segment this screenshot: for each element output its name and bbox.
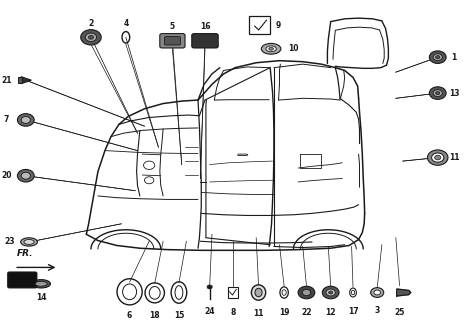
Text: 21: 21 (1, 76, 11, 85)
Ellipse shape (32, 280, 50, 288)
Circle shape (85, 33, 97, 42)
Circle shape (326, 289, 335, 296)
Text: FR.: FR. (16, 249, 33, 258)
Ellipse shape (35, 281, 47, 286)
Circle shape (81, 30, 101, 45)
Circle shape (207, 285, 212, 289)
Ellipse shape (252, 285, 266, 300)
Text: 10: 10 (288, 44, 299, 53)
Circle shape (371, 288, 384, 297)
Text: 5: 5 (170, 22, 175, 31)
Text: 4: 4 (123, 19, 129, 28)
Text: 24: 24 (204, 307, 215, 316)
Circle shape (302, 289, 311, 296)
Circle shape (433, 90, 442, 97)
Text: 23: 23 (4, 237, 15, 246)
Bar (250, 16, 270, 34)
Circle shape (21, 172, 31, 179)
Circle shape (374, 290, 381, 295)
Text: 20: 20 (1, 171, 11, 180)
Ellipse shape (24, 239, 34, 244)
Text: 9: 9 (276, 20, 281, 29)
Ellipse shape (261, 44, 281, 54)
Circle shape (21, 116, 31, 124)
Text: 14: 14 (36, 292, 47, 301)
Circle shape (298, 286, 315, 299)
Text: 6: 6 (127, 311, 132, 320)
Bar (228, 287, 238, 298)
Text: 25: 25 (394, 308, 405, 317)
Text: 16: 16 (200, 22, 210, 31)
Circle shape (433, 54, 442, 60)
FancyBboxPatch shape (164, 36, 180, 45)
FancyBboxPatch shape (160, 34, 185, 48)
Circle shape (436, 56, 440, 59)
Text: 19: 19 (279, 308, 289, 316)
Circle shape (436, 92, 440, 95)
Circle shape (322, 286, 339, 299)
Ellipse shape (266, 46, 276, 52)
Ellipse shape (255, 288, 262, 297)
Bar (18, 77, 22, 83)
Text: 11: 11 (253, 309, 264, 318)
Text: 11: 11 (449, 153, 459, 162)
Text: 7: 7 (4, 116, 9, 124)
Circle shape (435, 155, 441, 160)
FancyBboxPatch shape (192, 34, 218, 48)
Polygon shape (21, 77, 32, 84)
Text: 13: 13 (449, 89, 459, 98)
Text: 17: 17 (348, 307, 358, 316)
FancyBboxPatch shape (8, 272, 37, 288)
Text: 22: 22 (301, 308, 312, 316)
Circle shape (428, 150, 448, 165)
Text: 2: 2 (89, 19, 94, 28)
Ellipse shape (269, 47, 273, 50)
Circle shape (89, 36, 94, 39)
Text: 18: 18 (149, 311, 160, 320)
Polygon shape (397, 289, 411, 296)
Circle shape (17, 170, 34, 182)
Text: 8: 8 (230, 308, 236, 316)
Circle shape (17, 114, 34, 126)
Text: 3: 3 (374, 306, 380, 315)
Text: 12: 12 (325, 308, 336, 316)
Text: 15: 15 (174, 311, 184, 320)
Ellipse shape (21, 238, 37, 246)
Circle shape (430, 51, 446, 63)
Circle shape (430, 87, 446, 100)
Text: 1: 1 (451, 53, 457, 62)
Circle shape (431, 153, 444, 162)
Circle shape (329, 291, 333, 294)
